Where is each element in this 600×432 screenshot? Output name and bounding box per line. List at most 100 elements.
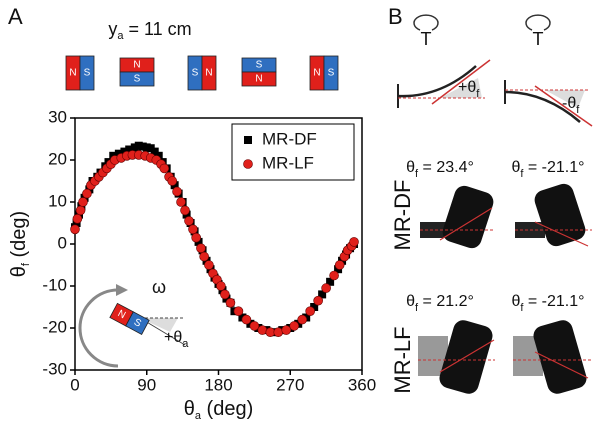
x-tick-label: 180 [204, 375, 232, 394]
angle-sub: f [415, 302, 419, 314]
point [326, 277, 335, 286]
point [305, 306, 315, 317]
angle-wedge [140, 318, 178, 332]
pole: N [133, 60, 140, 71]
x-axis-label-rest: (deg) [201, 398, 253, 420]
pole: S [84, 68, 91, 79]
y-axis-label-main: θ [8, 266, 30, 277]
angle-sub: f [576, 104, 580, 116]
point [233, 306, 244, 317]
angle-rest: = -21.1° [523, 159, 584, 176]
pole: S [134, 74, 141, 85]
angle-rest: = 21.2° [418, 293, 474, 310]
angle-main: -θ [562, 95, 576, 112]
torque-label: T [421, 29, 432, 49]
point [313, 295, 323, 306]
y-tick-label: 20 [48, 149, 67, 168]
point [241, 314, 252, 325]
legend-marker [244, 136, 252, 144]
row-label: MR-LF [390, 326, 415, 393]
magnet: S N [187, 55, 217, 91]
y-axis-label-sub: f [20, 262, 32, 266]
y-tick-label: 0 [58, 233, 67, 252]
torque-icon: T [525, 14, 551, 49]
angle-label: +θf [458, 79, 480, 100]
photo [513, 320, 592, 394]
point [78, 197, 88, 207]
magnet: N S [65, 55, 95, 91]
photo-row: θ f = 21.2° θf = -21.1° MR-LF [390, 293, 592, 394]
point [154, 151, 163, 160]
x-tick-label: 90 [137, 375, 156, 394]
x-tick-label: 360 [348, 375, 376, 394]
angle-main: θ [406, 159, 415, 176]
row-label: MR-DF [390, 180, 415, 251]
point [188, 224, 198, 235]
point [150, 147, 159, 156]
y-tick-label: -20 [42, 317, 67, 336]
bend-diagram: +θf [397, 59, 491, 108]
y-tick-label: -10 [42, 275, 67, 294]
inset-magnet: N S [109, 302, 150, 335]
x-tick-label: 270 [276, 375, 304, 394]
point [349, 237, 359, 247]
angle-sub: f [415, 168, 419, 180]
angle-readout: θf = -21.1° [511, 159, 584, 180]
pole: N [313, 68, 320, 79]
x-tick-label: 0 [70, 375, 79, 394]
y-axis-label: θf (deg) [8, 211, 32, 277]
angle-sub: f [520, 168, 524, 180]
point [321, 283, 331, 293]
angle-main: +θ [458, 79, 476, 96]
magnet: N S [309, 55, 339, 91]
point [176, 197, 186, 207]
pole: S [328, 68, 335, 79]
angle-readout: θf = -21.1° [511, 293, 584, 314]
legend-label: MR-LF [262, 153, 314, 172]
point [265, 327, 276, 338]
panel-label: B [388, 4, 403, 29]
legend-label: MR-DF [262, 129, 317, 148]
point [184, 216, 194, 226]
pole: S [132, 317, 143, 330]
point [167, 176, 178, 186]
point [334, 260, 345, 270]
point [329, 270, 339, 281]
torque-label: T [533, 29, 544, 49]
angle-label: -θf [562, 95, 580, 116]
point [225, 297, 236, 308]
y-tick-label: 30 [48, 107, 67, 126]
point [273, 327, 284, 338]
omega-label: ω [152, 277, 166, 297]
point [257, 325, 268, 335]
point [114, 149, 123, 158]
y-tick-label: -30 [42, 359, 67, 378]
torque-icon: T [413, 14, 439, 49]
bend-diagram: -θf [504, 80, 593, 127]
angle-main: θ [511, 293, 520, 310]
point [220, 289, 230, 300]
x-axis-label-main: θ [184, 398, 195, 420]
point [199, 251, 209, 262]
y-tick-label: 10 [48, 191, 67, 210]
point [120, 147, 129, 156]
angle-rest: = 23.4° [418, 159, 474, 176]
point [191, 232, 201, 243]
angle-readout: θf = 23.4° [406, 159, 474, 180]
point [180, 205, 190, 216]
photo [515, 183, 592, 247]
pole: N [116, 308, 128, 321]
magnet: N S [119, 57, 155, 87]
point [125, 145, 134, 154]
pole: N [205, 68, 212, 79]
photo [418, 320, 495, 394]
photo-row: θf = 23.4° θf = -21.1° MR-DF [390, 159, 592, 251]
point [216, 281, 226, 291]
point [310, 303, 319, 311]
rotation-arrow [78, 288, 119, 368]
title-sub: a [117, 30, 124, 42]
legend-box [231, 123, 355, 181]
title-rest: = 11 cm [123, 19, 191, 39]
